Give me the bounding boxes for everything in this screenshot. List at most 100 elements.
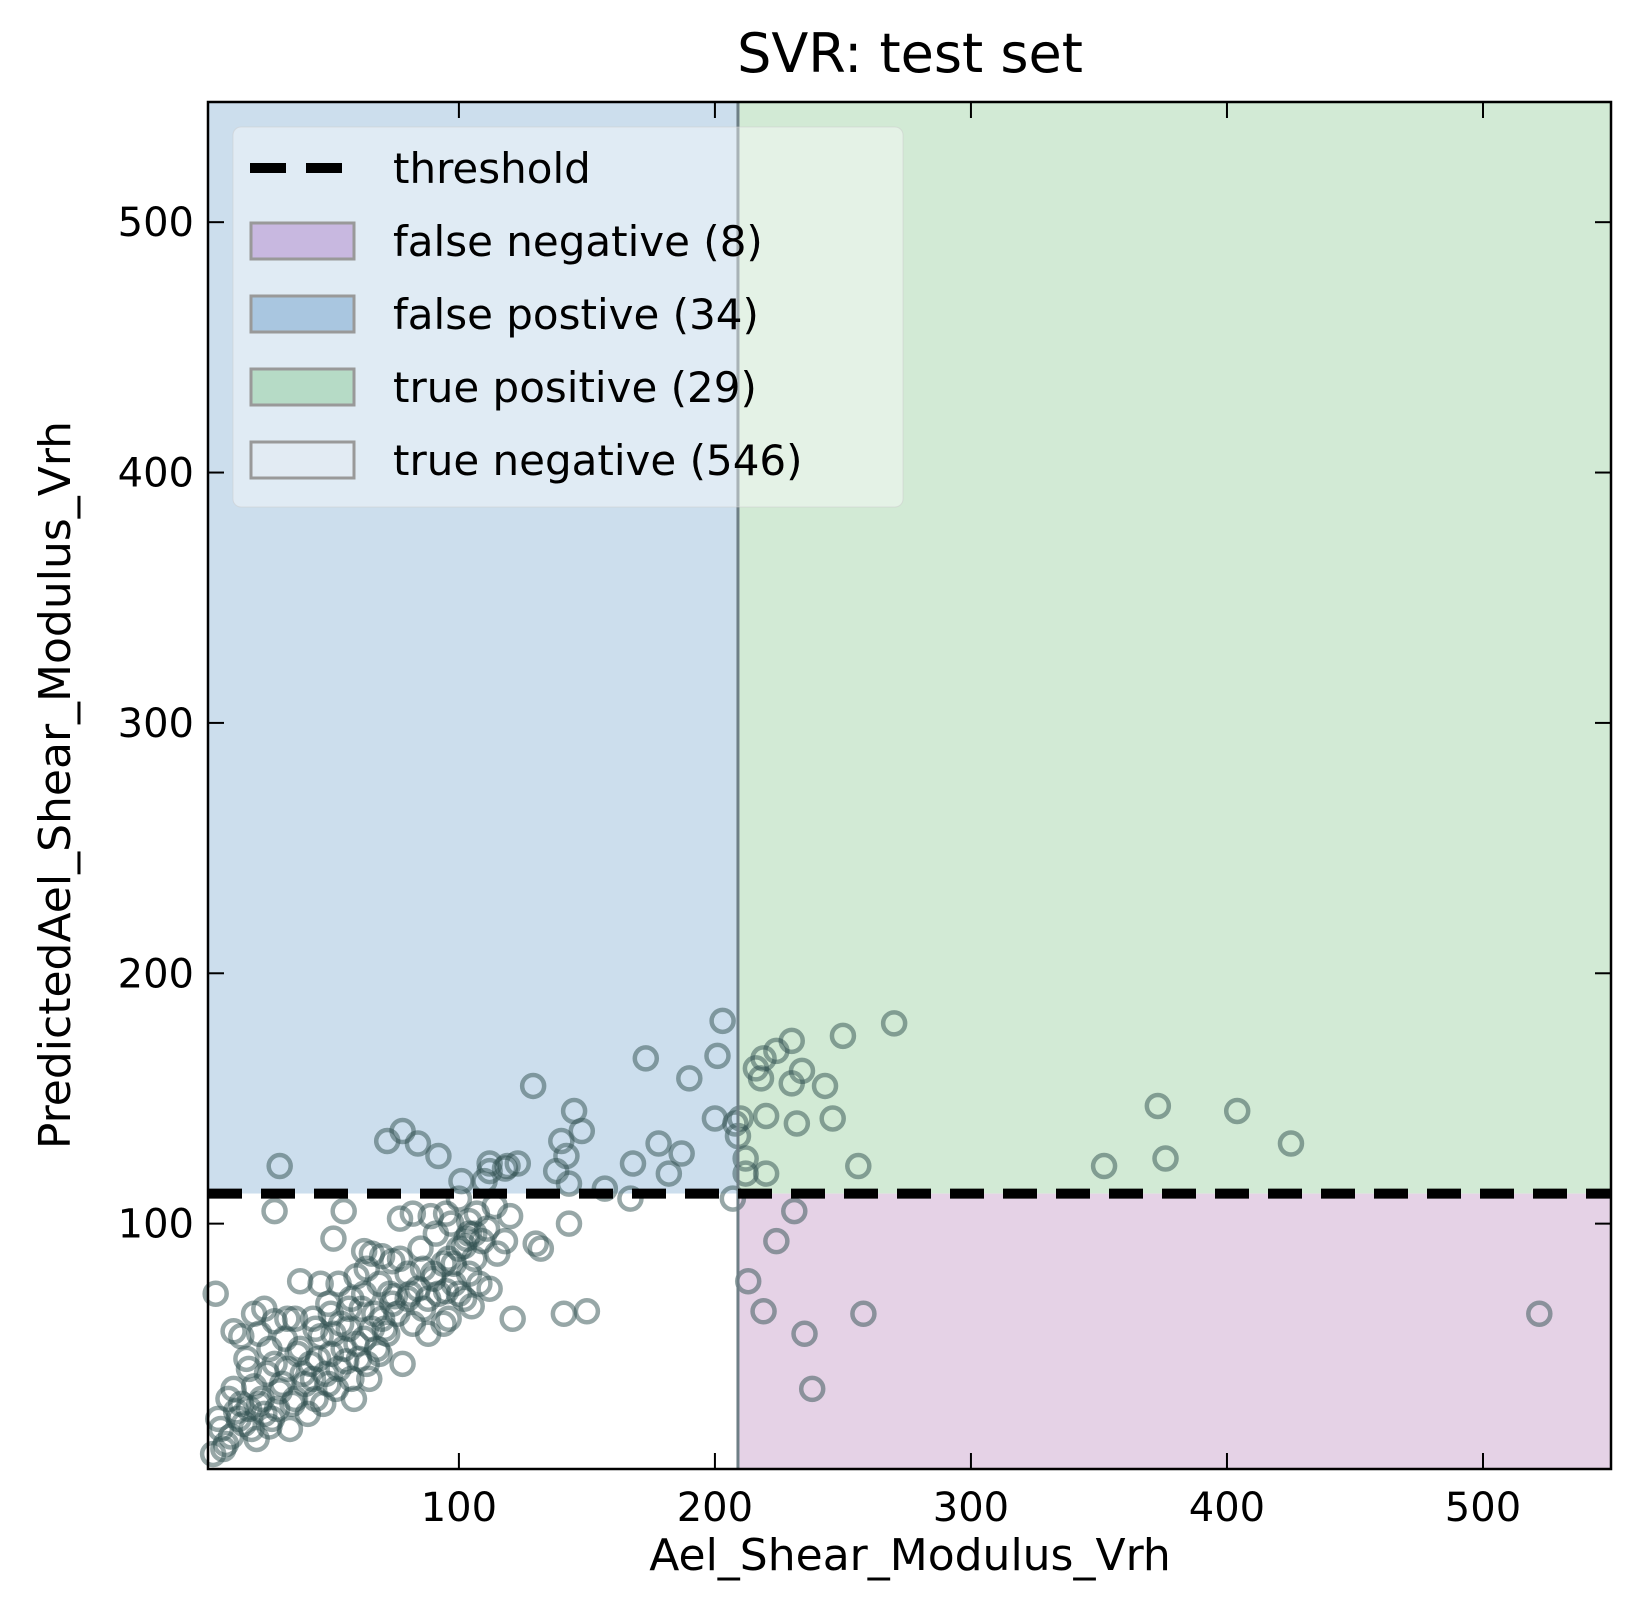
data-point (371, 1315, 398, 1343)
chart-title: SVR: test set (737, 22, 1083, 85)
data-point (399, 1200, 427, 1227)
data-point (251, 1400, 278, 1428)
data-point (358, 1240, 386, 1267)
data-point (476, 1150, 503, 1177)
data-point (302, 1315, 329, 1343)
data-point (350, 1280, 378, 1307)
x-tick-label: 200 (677, 1485, 753, 1531)
data-point (338, 1285, 365, 1313)
data-point (655, 1160, 683, 1187)
data-point (522, 1230, 549, 1257)
data-point (752, 1160, 780, 1187)
data-point (350, 1325, 378, 1353)
data-point (261, 1197, 288, 1225)
y-tick-label: 400 (118, 451, 194, 497)
legend-swatch (249, 367, 356, 407)
data-point (266, 1152, 293, 1180)
data-point (235, 1355, 263, 1383)
data-point (763, 1037, 790, 1065)
data-point (568, 1117, 596, 1145)
data-point (430, 1250, 457, 1277)
data-point (763, 1227, 790, 1255)
data-point (829, 1022, 857, 1050)
data-point (1090, 1152, 1118, 1180)
data-point (366, 1340, 393, 1368)
data-point (340, 1385, 368, 1413)
x-axis-label: Ael_Shear_Modulus_Vrh (649, 1530, 1171, 1581)
data-point (220, 1375, 247, 1403)
data-point (437, 1210, 465, 1237)
x-tick-label: 100 (421, 1485, 497, 1531)
data-point (476, 1275, 503, 1302)
legend-swatch (249, 440, 356, 480)
data-point (819, 1105, 846, 1132)
data-point (676, 1065, 703, 1092)
data-point (450, 1285, 478, 1313)
data-point (591, 1175, 619, 1202)
data-point (850, 1300, 877, 1328)
data-point (491, 1155, 519, 1182)
data-point (617, 1185, 644, 1212)
data-point (1223, 1097, 1251, 1125)
data-point (619, 1150, 647, 1177)
data-point (504, 1150, 532, 1177)
data-point (632, 1045, 660, 1072)
plot-frame (206, 100, 1613, 1471)
data-point (261, 1350, 288, 1378)
data-point (722, 1110, 749, 1137)
data-point (202, 1280, 229, 1307)
data-point (519, 1072, 547, 1100)
legend-label: threshold (393, 144, 591, 193)
data-point (791, 1320, 818, 1348)
data-point (573, 1298, 601, 1325)
data-point (798, 1375, 826, 1403)
data-point (281, 1305, 309, 1333)
false-negative-region (737, 1193, 1611, 1469)
data-point (499, 1305, 526, 1333)
data-point (353, 1255, 380, 1282)
data-point (445, 1185, 473, 1212)
legend: threshold false negative (8) false postive… (232, 126, 904, 508)
legend-label: true positive (29) (393, 363, 757, 412)
data-point (320, 1225, 347, 1252)
y-axis-label: PredictedAel_Shear_Modulus_Vrh (30, 421, 81, 1149)
data-point (1144, 1092, 1172, 1120)
data-point (389, 1350, 416, 1378)
data-point (356, 1365, 383, 1393)
data-point (484, 1240, 511, 1267)
data-point (281, 1385, 309, 1413)
legend-label: false postive (34) (393, 290, 759, 339)
data-point (376, 1280, 404, 1307)
data-point (414, 1320, 442, 1348)
data-point (555, 1210, 583, 1237)
data-point (373, 1127, 401, 1155)
data-point (473, 1215, 501, 1242)
y-tick-label: 500 (118, 200, 194, 246)
x-tick-label: 300 (933, 1485, 1009, 1531)
x-tick-label: 400 (1189, 1485, 1265, 1531)
data-point (1526, 1300, 1553, 1328)
data-point (719, 1185, 747, 1212)
axis-ticks: 100 200 300 400 500 100 200 300 400 500 (118, 102, 1611, 1531)
data-point (210, 1435, 237, 1463)
data-point (276, 1415, 304, 1443)
legend-label: false negative (8) (393, 217, 763, 266)
x-tick-label: 500 (1445, 1485, 1521, 1531)
legend-box (232, 126, 904, 508)
data-point (811, 1072, 839, 1100)
data-point (548, 1127, 575, 1155)
y-tick-label: 200 (118, 951, 194, 997)
data-point (386, 1205, 414, 1232)
data-point (880, 1010, 908, 1037)
data-points (199, 1007, 1553, 1468)
data-point (409, 1295, 437, 1323)
data-point (781, 1197, 808, 1225)
data-point (668, 1140, 695, 1167)
data-point (752, 1102, 780, 1130)
data-point (704, 1042, 731, 1070)
data-point (435, 1305, 462, 1333)
data-point (453, 1225, 480, 1252)
data-point (228, 1390, 255, 1418)
data-point (386, 1245, 414, 1272)
data-point (778, 1070, 805, 1097)
